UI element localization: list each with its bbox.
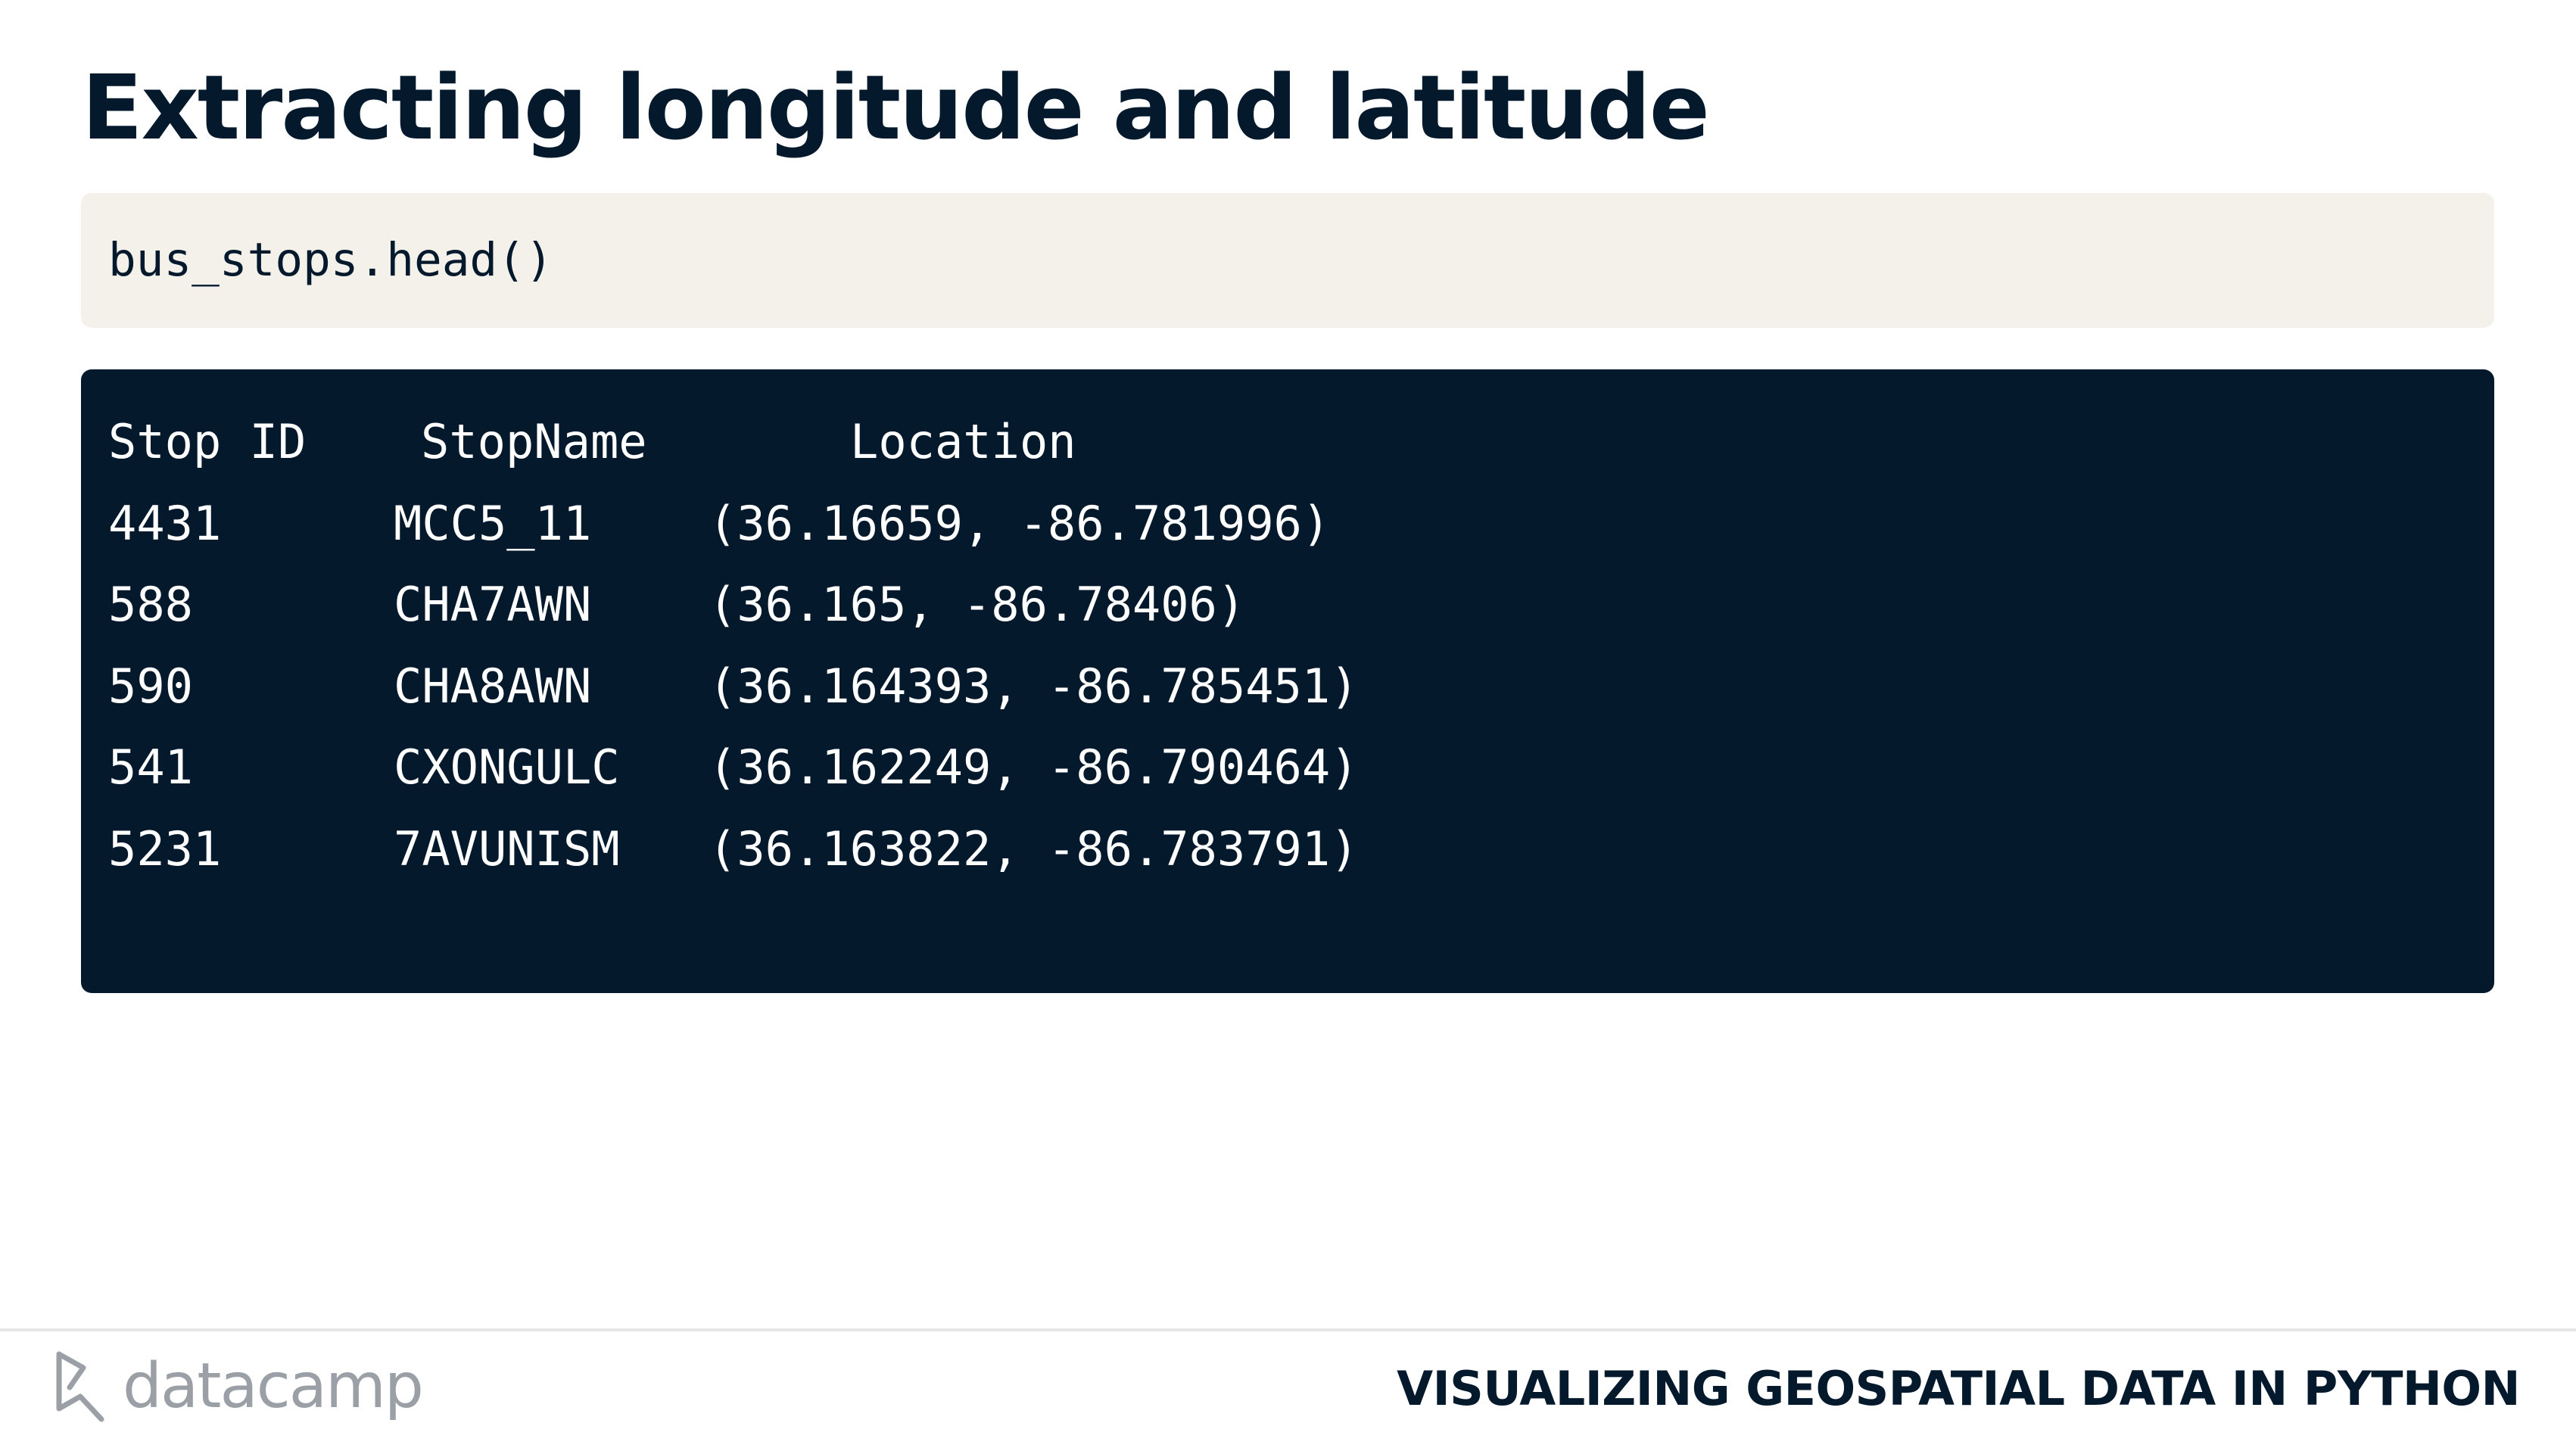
cell-stop-name: 7AVUNISM [394, 820, 620, 877]
cell-location: (36.162249, -86.790464) [709, 740, 1359, 795]
cell-location: (36.164393, -86.785451) [709, 658, 1359, 714]
cell-stop-name: CHA7AWN [394, 577, 592, 632]
cell-stop-name: MCC5_11 [394, 495, 592, 551]
cell-stop-id: 5231 [108, 820, 222, 877]
code-input-text: bus_stops.head() [108, 233, 553, 287]
datacamp-logo-icon [56, 1351, 104, 1422]
datacamp-logo-text: datacamp [123, 1350, 424, 1422]
course-title: VISUALIZING GEOSPATIAL DATA IN PYTHON [1397, 1361, 2520, 1416]
cell-stop-id: 541 [108, 740, 193, 795]
cell-stop-id: 588 [108, 577, 193, 632]
output-row: 590 CHA8AWN (36.164393, -86.785451) [108, 646, 2494, 727]
column-header-stop-name: StopName [421, 414, 647, 469]
slide-title: Extracting longitude and latitude [82, 55, 1710, 160]
output-row: 541 CXONGULC (36.162249, -86.790464) [108, 727, 2494, 808]
cell-stop-name: CHA8AWN [394, 658, 592, 714]
cell-stop-id: 4431 [108, 495, 222, 551]
cell-location: (36.165, -86.78406) [709, 577, 1246, 632]
cell-location: (36.16659, -86.781996) [709, 495, 1331, 551]
output-row: 5231 7AVUNISM (36.163822, -86.783791) [108, 808, 2494, 890]
footer-divider [0, 1328, 2576, 1331]
output-row: 588 CHA7AWN (36.165, -86.78406) [108, 564, 2494, 646]
datacamp-logo: datacamp [53, 1349, 424, 1425]
column-header-location: Location [850, 414, 1076, 469]
cell-stop-id: 590 [108, 658, 193, 714]
code-input-block: bus_stops.head() [81, 193, 2494, 328]
output-row: 4431 MCC5_11 (36.16659, -86.781996) [108, 483, 2494, 565]
output-header-row: Stop ID StopName Location [108, 401, 2494, 483]
column-header-stop-id: Stop ID [108, 414, 307, 469]
cell-location: (36.163822, -86.783791) [709, 820, 1359, 877]
code-output-block: Stop ID StopName Location 4431 MCC5_11 (… [81, 369, 2494, 993]
cell-stop-name: CXONGULC [394, 740, 620, 795]
